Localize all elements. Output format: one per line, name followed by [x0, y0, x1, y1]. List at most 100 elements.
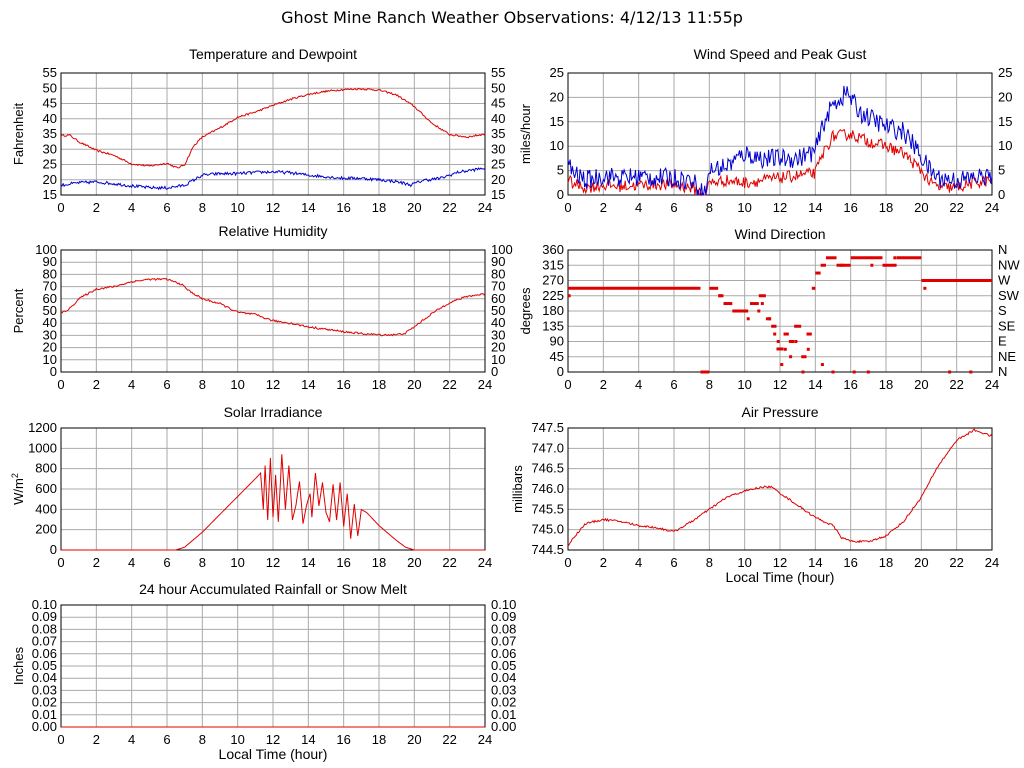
right-tick-label: 0.06 — [491, 646, 516, 661]
right-tick-label: 10 — [998, 138, 1012, 153]
x-tick-label: 22 — [442, 732, 456, 747]
x-tick-label: 4 — [635, 377, 642, 392]
x-tick-label: 18 — [372, 377, 386, 392]
y-axis-label: millibars — [510, 465, 525, 513]
x-tick-label: 18 — [372, 555, 386, 570]
x-tick-label: 12 — [773, 555, 787, 570]
plot-frame — [60, 427, 486, 551]
x-tick-label: 18 — [879, 200, 893, 215]
right-tick-label: 40 — [491, 111, 505, 126]
x-tick-label: 10 — [737, 555, 751, 570]
series-line-0 — [567, 128, 993, 197]
right-tick-label: 15 — [491, 187, 505, 202]
x-tick-label: 4 — [128, 555, 135, 570]
direction-point — [718, 294, 722, 298]
y-tick-label: 35 — [43, 126, 57, 141]
x-tick-label: 0 — [57, 377, 64, 392]
chart-title: 24 hour Accumulated Rainfall or Snow Mel… — [139, 581, 407, 597]
plot-frame — [567, 249, 993, 373]
x-tick-label: 6 — [163, 732, 170, 747]
x-tick-label: 6 — [163, 555, 170, 570]
y-tick-label: 200 — [35, 522, 57, 537]
x-tick-label: 8 — [706, 200, 713, 215]
chart-title: Wind Direction — [734, 226, 825, 242]
direction-point — [981, 279, 985, 282]
y-tick-label: 20 — [550, 89, 564, 104]
x-tick-label: 10 — [230, 200, 244, 215]
x-tick-label: 18 — [879, 377, 893, 392]
x-tick-label: 10 — [230, 377, 244, 392]
direction-point — [746, 317, 750, 321]
right-tick-label: 0.09 — [491, 609, 516, 624]
y-tick-label: 100 — [35, 242, 57, 257]
x-tick-label: 24 — [985, 200, 999, 215]
chart-title: Solar Irradiance — [224, 404, 323, 420]
right-tick-label: 0.00 — [491, 719, 516, 734]
right-tick-label: N — [998, 364, 1007, 379]
y-axis-label: degrees — [518, 287, 533, 334]
y-tick-label: 25 — [550, 65, 564, 80]
y-tick-label: 0.00 — [32, 719, 57, 734]
x-tick-label: 2 — [600, 377, 607, 392]
x-tick-label: 24 — [478, 732, 492, 747]
series-line-0 — [567, 428, 993, 547]
right-tick-label: 80 — [491, 266, 505, 281]
right-tick-label: NE — [998, 349, 1016, 364]
chart-title: Wind Speed and Peak Gust — [694, 46, 867, 62]
series-line-0 — [60, 277, 486, 337]
right-tick-label: N — [998, 242, 1007, 257]
y-tick-label: 60 — [43, 291, 57, 306]
x-tick-label: 14 — [301, 200, 315, 215]
series-line-0 — [60, 87, 486, 169]
chart-title: Temperature and Dewpoint — [189, 46, 357, 62]
y-tick-label: 40 — [43, 111, 57, 126]
y-tick-label: 0 — [557, 364, 564, 379]
x-tick-label: 2 — [93, 555, 100, 570]
direction-point — [760, 302, 764, 306]
x-tick-label: 8 — [199, 377, 206, 392]
x-tick-label: 22 — [442, 555, 456, 570]
right-tick-label: 90 — [491, 254, 505, 269]
right-tick-label: 0.07 — [491, 634, 516, 649]
direction-point — [806, 347, 810, 351]
right-tick-label: 70 — [491, 279, 505, 294]
right-tick-label: 55 — [491, 65, 505, 80]
y-tick-label: 90 — [550, 334, 564, 349]
direction-point — [840, 263, 844, 267]
x-tick-label: 16 — [336, 200, 350, 215]
x-tick-label: 0 — [564, 555, 571, 570]
right-tick-label: 50 — [491, 303, 505, 318]
right-tick-label: 45 — [491, 96, 505, 111]
x-tick-label: 4 — [128, 732, 135, 747]
y-tick-label: 0.07 — [32, 634, 57, 649]
y-tick-label: 0 — [50, 542, 57, 557]
x-tick-label: 22 — [949, 200, 963, 215]
right-tick-label: 20 — [491, 172, 505, 187]
x-tick-label: 12 — [266, 377, 280, 392]
y-tick-label: 270 — [542, 273, 564, 288]
x-tick-label: 10 — [737, 377, 751, 392]
x-tick-label: 6 — [670, 377, 677, 392]
direction-point — [757, 309, 761, 313]
x-tick-label: 12 — [266, 200, 280, 215]
y-tick-label: 45 — [550, 349, 564, 364]
direction-point — [893, 256, 897, 260]
y-axis-label: W/m2 — [10, 473, 26, 505]
chart-rainfall: 24 hour Accumulated Rainfall or Snow Mel… — [11, 581, 516, 762]
direction-point — [923, 286, 927, 290]
x-tick-label: 2 — [600, 555, 607, 570]
direction-point — [767, 317, 771, 321]
y-tick-label: 0 — [50, 364, 57, 379]
x-tick-label: 16 — [843, 555, 857, 570]
x-tick-label: 14 — [301, 555, 315, 570]
y-tick-label: 744.5 — [531, 542, 564, 557]
series-line-1 — [567, 85, 993, 196]
direction-point — [783, 347, 787, 351]
x-tick-label: 20 — [914, 555, 928, 570]
right-tick-label: 20 — [998, 89, 1012, 104]
direction-point — [780, 363, 784, 367]
y-tick-label: 600 — [35, 481, 57, 496]
y-tick-label: 800 — [35, 461, 57, 476]
